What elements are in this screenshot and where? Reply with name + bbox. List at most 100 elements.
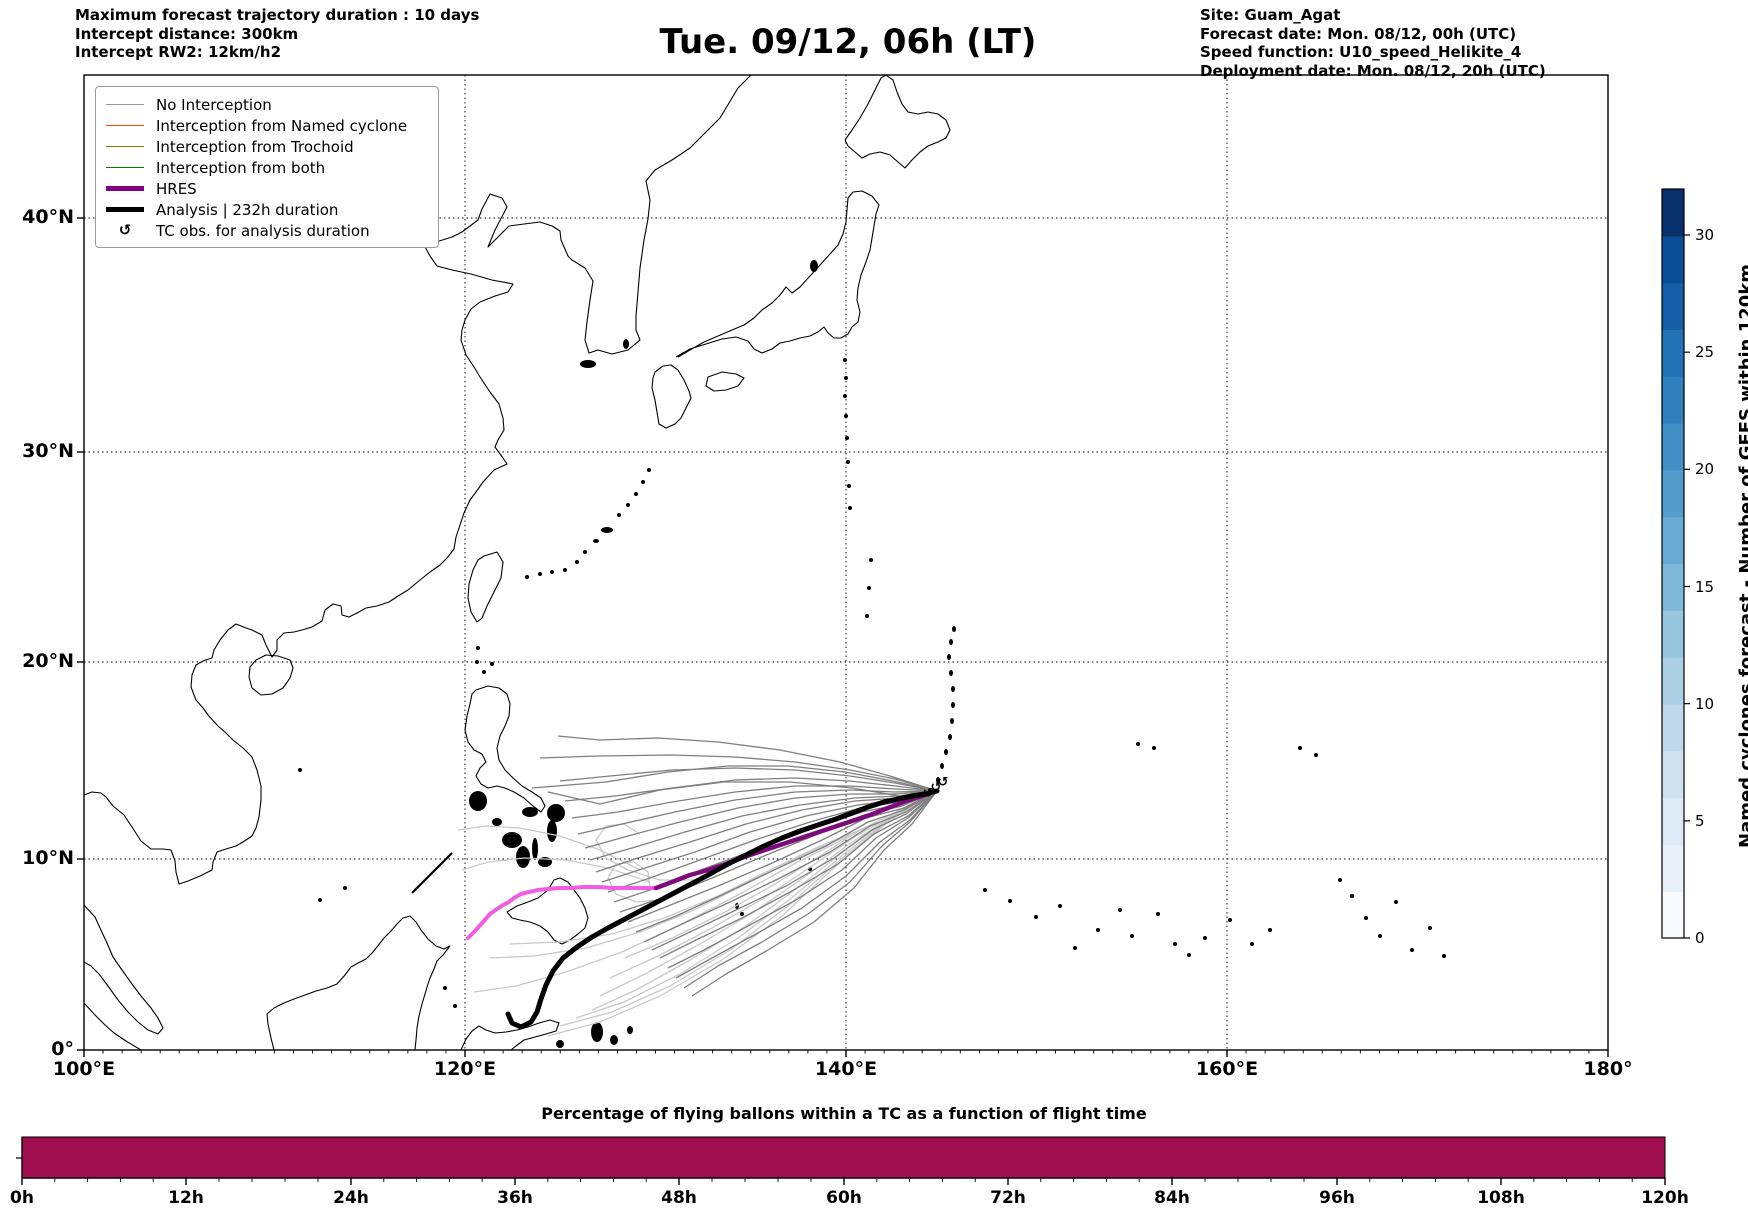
- island-dot: [948, 734, 952, 740]
- island-dot: [591, 1022, 603, 1042]
- colorbar-segment: [1662, 703, 1684, 752]
- coastline: [460, 1019, 560, 1051]
- colorbar-segment: [1662, 563, 1684, 611]
- island-dot: [634, 492, 638, 496]
- legend-label: TC obs. for analysis duration: [156, 221, 370, 240]
- trajectory-gefs: [531, 765, 938, 792]
- lon-tick-label: 140°E: [814, 1058, 878, 1080]
- legend-line-sample: [106, 125, 144, 126]
- coastline: [248, 654, 294, 696]
- island-dot: [492, 818, 502, 826]
- legend-line-sample: [106, 104, 144, 105]
- trajectory-light: [591, 790, 938, 1011]
- trajectory-light: [457, 825, 641, 871]
- bar-x-tick-label: 36h: [497, 1188, 533, 1208]
- colorbar-segment: [1662, 329, 1684, 377]
- legend-line-icon: [106, 167, 144, 168]
- colorbar-segment: [1662, 797, 1684, 845]
- info-line: Intercept RW2: 12km/h2: [75, 43, 282, 61]
- colorbar-segment: [1662, 189, 1684, 237]
- trajectory-gefs: [635, 790, 938, 933]
- island-dot: [1228, 918, 1232, 922]
- coastline: [83, 1002, 142, 1051]
- island-dot: [1073, 946, 1077, 950]
- coastline: [705, 371, 745, 392]
- island-dot: [740, 912, 744, 916]
- island-dot: [950, 718, 954, 724]
- island-dot: [1442, 954, 1446, 958]
- bar-x-tick-label: 72h: [990, 1188, 1026, 1208]
- colorbar-segment: [1662, 657, 1684, 705]
- island-dot: [538, 572, 542, 576]
- legend-marker-glyph: ↺: [118, 221, 132, 239]
- trajectory-gefs: [589, 790, 938, 861]
- info-line: Maximum forecast trajectory duration : 1…: [75, 6, 480, 24]
- colorbar-tick-label: 25: [1695, 343, 1715, 362]
- trajectory-gefs: [547, 781, 938, 805]
- island-dot: [848, 506, 852, 510]
- legend-line-sample: [106, 186, 144, 191]
- legend-entry: Interception from Trochoid: [106, 136, 428, 157]
- island-dot: [580, 360, 596, 368]
- legend-line-icon: [106, 125, 144, 126]
- trajectory-light: [461, 857, 651, 883]
- island-dot: [847, 484, 851, 488]
- tc-obs-marker-icon: ↺: [106, 223, 144, 238]
- bar-x-tick-label: 48h: [661, 1188, 697, 1208]
- colorbar-segment: [1662, 282, 1684, 331]
- island-dot: [547, 820, 557, 842]
- island-dot: [843, 394, 847, 398]
- lat-tick-label: 0°: [51, 1038, 74, 1060]
- colorbar-segment: [1662, 376, 1684, 424]
- island-dot: [475, 660, 479, 664]
- coastline: [467, 551, 504, 623]
- island-dot: [550, 570, 554, 574]
- island-dot: [623, 339, 629, 349]
- percentage-bar: [21, 1136, 1666, 1179]
- island-dot: [1203, 936, 1207, 940]
- island-dot: [1428, 926, 1432, 930]
- island-dot: [1152, 746, 1156, 750]
- trajectory-gefs: [539, 754, 938, 792]
- island-dot: [983, 888, 987, 892]
- island-dot: [490, 662, 494, 666]
- colorbar-tick-label: 10: [1695, 694, 1715, 713]
- island-dot: [532, 838, 538, 860]
- island-dot: [469, 791, 487, 811]
- island-dot: [556, 1040, 564, 1048]
- island-dot: [867, 586, 871, 590]
- trajectory-gefs: [564, 777, 938, 802]
- island-dot: [845, 436, 849, 440]
- trajectory-gefs: [627, 790, 938, 923]
- island-dot: [1350, 894, 1354, 898]
- colorbar-segment: [1662, 423, 1684, 471]
- island-dot: [869, 558, 873, 562]
- island-dot: [641, 480, 645, 484]
- info-line: Forecast date: Mon. 08/12, 00h (UTC): [1200, 24, 1517, 43]
- bar-x-tick-label: 60h: [826, 1188, 862, 1208]
- island-dot: [476, 646, 480, 650]
- colorbar-segment: [1662, 844, 1684, 892]
- island-dot: [443, 986, 447, 990]
- island-dot: [1187, 953, 1191, 957]
- hres-track-segment: [466, 885, 658, 940]
- island-dot: [844, 376, 848, 380]
- legend-label: Analysis | 232h duration: [156, 200, 339, 219]
- legend-label: HRES: [156, 179, 197, 198]
- island-dot: [951, 702, 955, 708]
- island-dot: [843, 358, 847, 362]
- legend-label: Interception from Trochoid: [156, 137, 354, 156]
- island-dot: [1173, 942, 1177, 946]
- colorbar-tick-label: 0: [1695, 929, 1705, 947]
- island-dot: [626, 503, 630, 507]
- colorbar-segment: [1662, 516, 1684, 565]
- colorbar-label: Named cyclones forecast - Number of GEFS…: [1736, 263, 1748, 848]
- island-dot: [944, 749, 948, 755]
- info-line: Site: Guam_Agat: [1200, 6, 1341, 24]
- trajectory-gefs: [607, 790, 938, 893]
- island-dot: [949, 639, 953, 645]
- island-dot: [1364, 916, 1368, 920]
- tc-obs-marker: ↺: [938, 775, 949, 790]
- bar-x-tick-label: 0h: [10, 1188, 34, 1208]
